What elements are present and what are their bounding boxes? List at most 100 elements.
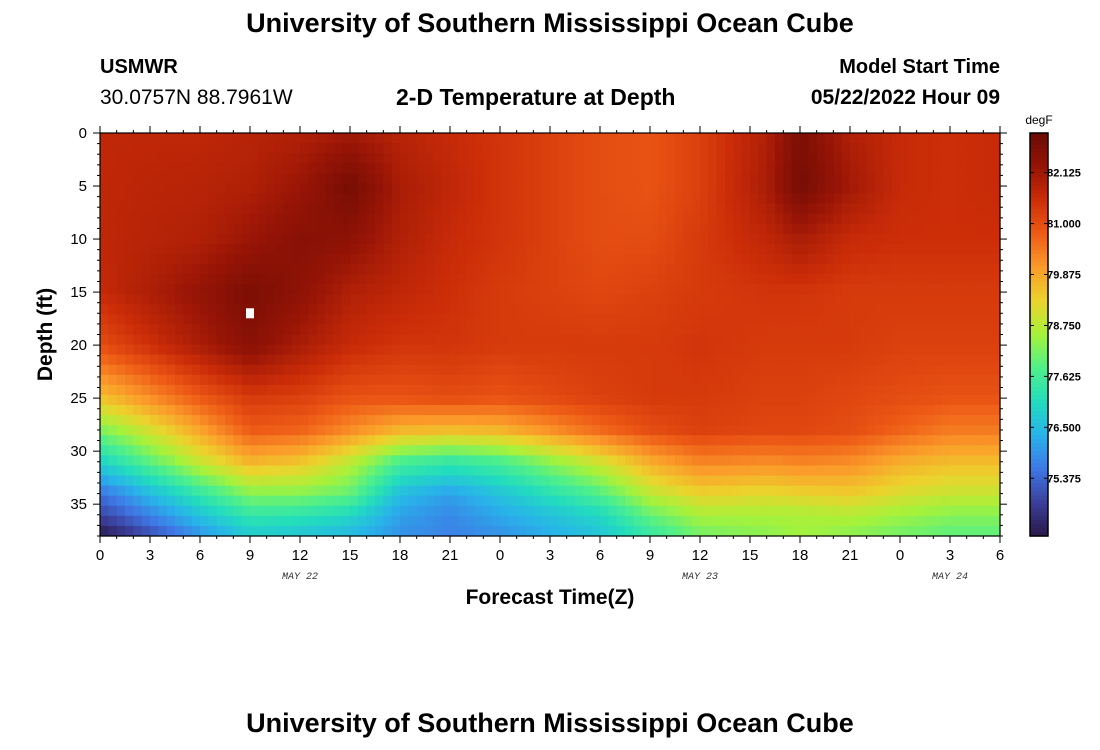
heatmap-cell [175, 415, 184, 426]
heatmap-cell [258, 284, 268, 295]
heatmap-cell [933, 515, 943, 527]
heatmap-cell [100, 304, 109, 315]
heatmap-cell [466, 354, 476, 366]
heatmap-cell [691, 173, 701, 184]
heatmap-cell [766, 515, 776, 527]
heatmap-cell [366, 163, 376, 174]
heatmap-cell [658, 505, 668, 517]
heatmap-cell [275, 334, 284, 346]
heatmap-cell [141, 294, 151, 305]
heatmap-cell [541, 314, 551, 326]
heatmap-cell [625, 183, 634, 195]
heatmap-cell [491, 143, 501, 154]
heatmap-cell [383, 284, 393, 295]
heatmap-cell [350, 324, 359, 336]
heatmap-cell [908, 455, 918, 467]
heatmap-cell [766, 465, 776, 477]
heatmap-cell [191, 163, 201, 174]
heatmap-cell [116, 253, 126, 265]
heatmap-cell [650, 193, 659, 205]
heatmap-cell [333, 163, 343, 174]
heatmap-cell [825, 213, 834, 225]
heatmap-cell [366, 394, 376, 406]
heatmap-cell [791, 163, 801, 174]
heatmap-cell [100, 495, 109, 507]
heatmap-cell [166, 415, 176, 426]
heatmap-cell [750, 233, 759, 245]
heatmap-cell [366, 183, 376, 195]
heatmap-cell [150, 183, 159, 195]
heatmap-cell [183, 253, 193, 265]
heatmap-cell [483, 294, 493, 305]
heatmap-cell [925, 405, 934, 416]
heatmap-cell [833, 394, 843, 406]
heatmap-cell [716, 263, 726, 275]
heatmap-cell [358, 253, 368, 265]
heatmap-cell [375, 374, 384, 386]
heatmap-cell [741, 344, 751, 356]
heatmap-cell [891, 354, 901, 366]
heatmap-cell [375, 274, 384, 285]
heatmap-cell [425, 173, 434, 184]
heatmap-cell [691, 334, 701, 346]
heatmap-cell [500, 274, 509, 285]
heatmap-cell [283, 223, 293, 235]
heatmap-cell [400, 425, 409, 436]
heatmap-cell [675, 233, 684, 245]
heatmap-cell [950, 334, 959, 346]
heatmap-cell [908, 425, 918, 436]
heatmap-cell [133, 334, 143, 346]
heatmap-cell [200, 253, 209, 265]
heatmap-cell [491, 133, 501, 144]
heatmap-cell [350, 253, 359, 265]
heatmap-cell [850, 183, 859, 195]
heatmap-cell [433, 274, 443, 285]
heatmap-cell [166, 394, 176, 406]
heatmap-cell [925, 213, 934, 225]
heatmap-cell [725, 495, 734, 507]
heatmap-cell [675, 485, 684, 497]
heatmap-cell [333, 415, 343, 426]
heatmap-cell [291, 253, 301, 265]
heatmap-cell [250, 304, 259, 315]
heatmap-cell [875, 495, 884, 507]
heatmap-cell [258, 374, 268, 386]
heatmap-cell [283, 163, 293, 174]
heatmap-cell [858, 405, 868, 416]
heatmap-cell [300, 173, 309, 184]
heatmap-cell [733, 475, 743, 487]
heatmap-cell [858, 284, 868, 295]
heatmap-cell [658, 223, 668, 235]
heatmap-cell [616, 344, 626, 356]
heatmap-cell [141, 284, 151, 295]
heatmap-cell [916, 263, 926, 275]
heatmap-cell [191, 435, 201, 446]
heatmap-cell [408, 324, 418, 336]
heatmap-cell [700, 465, 709, 477]
heatmap-cell [883, 364, 893, 376]
heatmap-cell [641, 274, 651, 285]
heatmap-cell [175, 193, 184, 205]
heatmap-cell [100, 143, 109, 154]
heatmap-cell [550, 394, 559, 406]
heatmap-cell [375, 243, 384, 255]
heatmap-cell [225, 173, 234, 184]
heatmap-cell [908, 374, 918, 386]
heatmap-cell [908, 143, 918, 154]
heatmap-cell [125, 203, 134, 215]
heatmap-cell [466, 183, 476, 195]
heatmap-cell [750, 344, 759, 356]
heatmap-cell [391, 364, 401, 376]
heatmap-cell [850, 243, 859, 255]
heatmap-cell [675, 405, 684, 416]
heatmap-cell [191, 475, 201, 487]
heatmap-cell [791, 233, 801, 245]
heatmap-cell [175, 294, 184, 305]
heatmap-cell [200, 193, 209, 205]
heatmap-cell [191, 294, 201, 305]
heatmap-cell [200, 294, 209, 305]
heatmap-cell [883, 304, 893, 315]
heatmap-cell [733, 425, 743, 436]
heatmap-cell [950, 495, 959, 507]
heatmap-cell [366, 213, 376, 225]
